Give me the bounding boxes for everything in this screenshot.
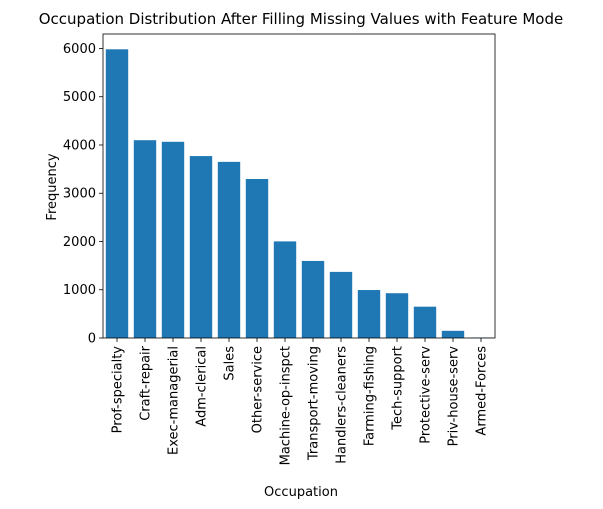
bar-3 — [161, 141, 185, 338]
y-axis-label: Frequency — [45, 153, 60, 220]
bar-12 — [413, 306, 437, 338]
bar-13 — [441, 330, 465, 338]
y-tick-label: 0 — [88, 332, 96, 347]
axes-frame — [102, 33, 496, 339]
bar-9 — [329, 271, 353, 338]
bar-6 — [245, 179, 269, 338]
bar-4 — [189, 156, 213, 338]
y-tick-label: 4000 — [63, 138, 96, 153]
chart-title: Occupation Distribution After Filling Mi… — [39, 10, 563, 28]
x-tick-label: Protective-serv — [419, 346, 434, 444]
bar-11 — [385, 293, 409, 338]
x-tick-label: Priv-house-serv — [447, 346, 462, 447]
y-tick-label: 6000 — [63, 42, 96, 57]
bar-10 — [357, 290, 381, 338]
bar-8 — [301, 260, 325, 338]
x-tick-label: Adm-clerical — [195, 346, 210, 427]
bar-7 — [273, 241, 297, 338]
y-tick-label: 1000 — [63, 283, 96, 298]
x-tick-label: Tech-support — [391, 346, 406, 431]
y-tick-label: 3000 — [63, 187, 96, 202]
bar-1 — [105, 49, 129, 338]
x-tick-label: Farming-fishing — [363, 346, 378, 446]
x-tick-label: Handlers-cleaners — [335, 346, 350, 464]
x-tick-label: Other-service — [251, 346, 266, 433]
x-tick-label: Craft-repair — [139, 345, 154, 420]
x-tick-label: Transport-moving — [307, 346, 322, 461]
x-tick-label: Machine-op-inspct — [279, 346, 294, 465]
x-tick-label: Armed-Forces — [475, 346, 490, 436]
plot-area: 0 1000 2000 3000 4000 5000 6000 Prof-specialty C… — [63, 33, 496, 465]
x-tick-label: Prof-specialty — [111, 346, 126, 434]
bar-5 — [217, 161, 241, 338]
bar-2 — [133, 140, 157, 338]
x-tick-label: Exec-managerial — [167, 346, 182, 455]
x-tick-label: Sales — [223, 346, 238, 381]
x-axis-label: Occupation — [264, 485, 338, 500]
y-tick-label: 5000 — [63, 90, 96, 105]
y-tick-label: 2000 — [63, 235, 96, 250]
